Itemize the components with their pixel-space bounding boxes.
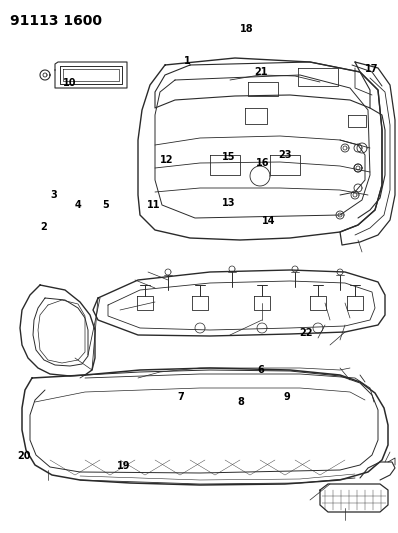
Text: 1: 1: [184, 56, 190, 66]
Text: 21: 21: [254, 67, 267, 77]
Text: 16: 16: [256, 158, 269, 167]
Text: 15: 15: [222, 152, 236, 162]
Text: 4: 4: [74, 200, 81, 210]
Text: 18: 18: [240, 25, 254, 34]
Text: 22: 22: [300, 328, 313, 338]
Text: 9: 9: [283, 392, 290, 402]
Text: 3: 3: [51, 190, 57, 199]
Text: 19: 19: [117, 462, 130, 471]
Text: 17: 17: [365, 64, 379, 74]
Text: 5: 5: [102, 200, 109, 210]
Text: 12: 12: [160, 155, 174, 165]
Text: 10: 10: [63, 78, 76, 87]
Text: 8: 8: [237, 398, 244, 407]
Text: 6: 6: [258, 366, 264, 375]
Text: 7: 7: [178, 392, 184, 402]
Text: 23: 23: [278, 150, 291, 159]
Text: 91113 1600: 91113 1600: [10, 14, 102, 28]
Text: 20: 20: [17, 451, 31, 461]
Text: 13: 13: [222, 198, 236, 207]
Text: 2: 2: [41, 222, 47, 231]
Text: 11: 11: [146, 200, 160, 210]
Text: 14: 14: [262, 216, 275, 226]
